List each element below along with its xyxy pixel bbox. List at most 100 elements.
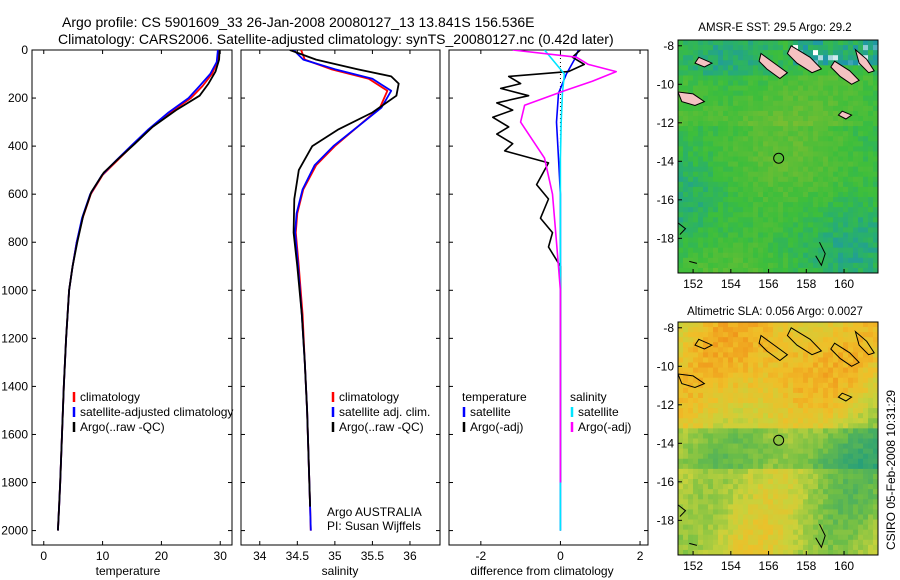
map-cell bbox=[778, 136, 784, 142]
map-cell bbox=[833, 75, 839, 81]
map-cell bbox=[698, 372, 704, 379]
map-cell bbox=[798, 484, 804, 490]
map-x-tick-label: 156 bbox=[759, 559, 779, 573]
map-cell bbox=[738, 60, 744, 66]
map-cell bbox=[728, 499, 734, 505]
map-cell bbox=[823, 438, 829, 444]
map-cell bbox=[718, 110, 724, 117]
map-cell bbox=[868, 484, 874, 490]
map-cell bbox=[838, 428, 844, 434]
map-cell bbox=[688, 156, 694, 162]
map-cell bbox=[733, 267, 739, 273]
map-cell bbox=[873, 382, 878, 389]
map-cell bbox=[688, 382, 694, 389]
map-cell bbox=[683, 473, 689, 480]
map-cell bbox=[838, 473, 844, 480]
x-tick-label: 34.5 bbox=[286, 549, 310, 563]
map-cell bbox=[858, 362, 864, 368]
map-cell bbox=[843, 257, 849, 264]
map-cell bbox=[873, 197, 878, 203]
map-cell bbox=[848, 413, 854, 419]
coastline-island bbox=[678, 91, 706, 107]
map-cell bbox=[793, 267, 799, 273]
map-cell bbox=[743, 191, 749, 198]
map-cell bbox=[818, 514, 824, 520]
map-cell bbox=[768, 484, 774, 490]
map-cell bbox=[828, 327, 834, 333]
map-cell bbox=[723, 337, 729, 343]
map-cell bbox=[753, 65, 759, 71]
map-cell bbox=[728, 222, 734, 228]
map-cell bbox=[858, 372, 864, 379]
map-cell bbox=[683, 176, 689, 183]
map-cell bbox=[703, 151, 709, 157]
map-cell bbox=[783, 514, 789, 520]
map-cell bbox=[808, 75, 814, 81]
map-cell bbox=[753, 514, 759, 520]
map-cell bbox=[763, 202, 769, 208]
map-cell bbox=[833, 484, 839, 490]
map-cell bbox=[863, 121, 869, 127]
map-cell bbox=[843, 171, 849, 178]
map-cell bbox=[783, 479, 789, 485]
map-cell bbox=[873, 247, 878, 254]
map-cell bbox=[858, 141, 864, 147]
map-cell bbox=[708, 126, 714, 132]
map-cell bbox=[823, 397, 829, 404]
map-cell bbox=[773, 337, 779, 343]
map-cell bbox=[863, 237, 869, 244]
map-cell bbox=[818, 227, 824, 233]
map-cell bbox=[858, 197, 864, 203]
map-cell bbox=[863, 499, 869, 505]
map-cell bbox=[743, 489, 749, 495]
map-cell bbox=[763, 433, 769, 439]
map-cell bbox=[868, 539, 874, 546]
map-cell bbox=[828, 141, 834, 147]
map-cell bbox=[733, 534, 739, 541]
map-cell bbox=[763, 539, 769, 546]
map-cell bbox=[838, 131, 844, 137]
map-cell bbox=[843, 433, 849, 439]
map-cell bbox=[723, 181, 729, 188]
map-cell bbox=[683, 489, 689, 495]
map-cell bbox=[693, 161, 699, 168]
map-cell bbox=[793, 418, 799, 424]
map-cell bbox=[758, 171, 764, 178]
map-cell bbox=[858, 367, 864, 374]
map-cell bbox=[798, 514, 804, 520]
map-cell bbox=[748, 418, 754, 424]
map-cell bbox=[818, 397, 824, 404]
map-cell bbox=[693, 151, 699, 157]
map-cell bbox=[718, 131, 724, 137]
map-cell bbox=[863, 100, 869, 107]
map-cell bbox=[823, 499, 829, 505]
map-cell bbox=[748, 131, 754, 137]
map-cell bbox=[748, 90, 754, 97]
map-cell bbox=[768, 252, 774, 259]
map-cell bbox=[793, 40, 799, 46]
map-cell bbox=[743, 529, 749, 536]
map-cell bbox=[768, 509, 774, 515]
map-cell bbox=[753, 252, 759, 259]
map-cell bbox=[823, 110, 829, 117]
map-cell bbox=[858, 342, 864, 348]
map-cell bbox=[753, 327, 759, 333]
map-cell bbox=[688, 458, 694, 465]
map-cell bbox=[858, 146, 864, 152]
map-cell bbox=[793, 382, 799, 389]
map-cell bbox=[763, 115, 769, 122]
map-cell bbox=[863, 45, 869, 51]
map-cell bbox=[818, 186, 824, 193]
map-cell bbox=[763, 484, 769, 490]
map-cell bbox=[788, 202, 794, 208]
map-cell bbox=[783, 232, 789, 238]
map-cell bbox=[868, 327, 874, 333]
map-cell bbox=[698, 539, 704, 546]
map-cell bbox=[863, 40, 869, 46]
map-cell bbox=[768, 186, 774, 193]
map-cell bbox=[778, 473, 784, 480]
map-cell bbox=[808, 332, 814, 338]
map-cell bbox=[703, 156, 709, 162]
map-cell bbox=[783, 267, 789, 273]
map-cell bbox=[773, 55, 779, 61]
